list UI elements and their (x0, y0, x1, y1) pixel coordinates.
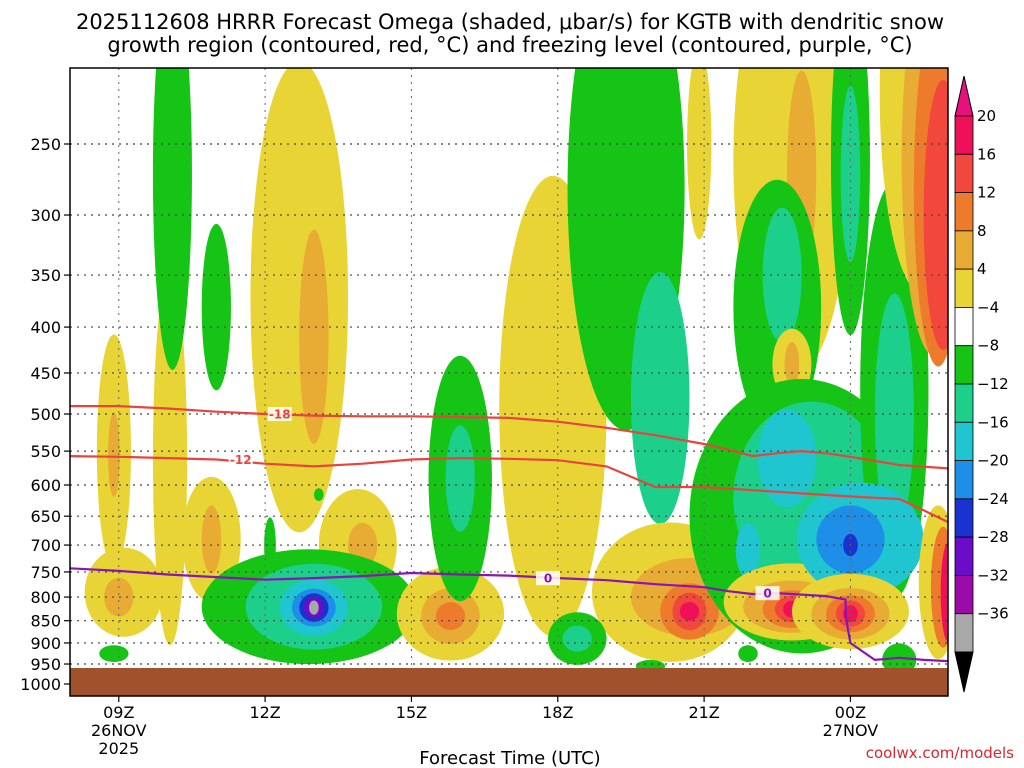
colorbar-bin-10 (954, 498, 974, 538)
colorbar-bin-12 (954, 575, 974, 615)
colorbar-label-13: −36 (977, 605, 1009, 623)
y-tick-label-450: 450 (30, 364, 61, 383)
omega-blob-35 (679, 602, 700, 621)
colorbar-bin-11 (954, 536, 974, 576)
omega-blob-9 (201, 505, 222, 574)
omega-blob-27 (445, 425, 475, 532)
y-tick-label-300: 300 (30, 206, 61, 225)
colorbar-label-5: −4 (977, 298, 999, 316)
colorbar-label-6: −8 (977, 337, 999, 355)
omega-blob-75 (738, 645, 758, 663)
colorbar-label-10: −24 (977, 490, 1009, 508)
omega-blob-44 (784, 342, 800, 387)
contour-label-0: -18 (269, 408, 291, 422)
omega-blob-48 (735, 523, 761, 579)
omega-blob-13 (313, 488, 324, 501)
y-tick-label-800: 800 (30, 588, 61, 607)
x-tick-label-21Z: 21Z (688, 703, 719, 722)
colorbar-bin-3 (954, 230, 974, 270)
x-tick-label-15Z: 15Z (396, 703, 427, 722)
x-year-label-09Z: 2025 (98, 739, 139, 758)
contour-label-bg-1 (228, 452, 253, 467)
colorbar-bin-4 (954, 268, 974, 308)
y-tick-label-850: 850 (30, 612, 61, 631)
omega-field (84, 68, 948, 677)
colorbar-bin-0 (954, 115, 974, 155)
x-tick-label-12Z: 12Z (249, 703, 280, 722)
colorbar-label-2: 12 (977, 184, 996, 202)
omega-blob-30 (630, 272, 690, 525)
x-tick-label-00Z: 00Z (835, 703, 866, 722)
x-tick-label-09Z: 09Z (103, 703, 134, 722)
x-axis-label: Forecast Time (UTC) (419, 748, 600, 768)
colorbar-bin-9 (954, 460, 974, 500)
y-tick-label-350: 350 (30, 266, 61, 285)
omega-blob-38 (687, 68, 712, 240)
contour-label-bg-0 (267, 407, 292, 421)
omega-blob-37 (562, 625, 592, 652)
colorbar-label-1: 16 (977, 145, 996, 163)
contour-freezing-level (70, 567, 948, 663)
colorbar-label-4: 4 (977, 260, 987, 278)
contour-label-2: 0 (544, 572, 552, 586)
colorbar-bottom-arrow (954, 651, 974, 693)
colorbar: 20 16 12 8 4 −4 −8 −12 −16 −20 −24 −28 −32 −36 (954, 75, 1009, 693)
omega-blob-22 (309, 600, 319, 615)
y-tick-label-600: 600 (30, 476, 61, 495)
plot-frame (69, 67, 949, 697)
y-tick-label-650: 650 (30, 507, 61, 526)
omega-blob-7 (99, 645, 129, 663)
colorbar-bin-1 (954, 153, 974, 193)
y-tick-label-750: 750 (30, 563, 61, 582)
colorbar-bin-7 (954, 383, 974, 423)
colorbar-label-0: 20 (977, 107, 996, 125)
omega-blob-64 (923, 80, 948, 350)
x-date-label-00Z: 27NOV (823, 721, 879, 740)
credit-text: coolwx.com/models (866, 744, 1014, 762)
chart-title-line2: growth region (contoured, red, °C) and f… (107, 33, 912, 57)
colorbar-label-7: −12 (977, 375, 1009, 393)
y-tick-label-950: 950 (30, 655, 61, 674)
omega-blob-47 (757, 409, 817, 508)
omega-blob-6 (104, 577, 134, 617)
colorbar-label-12: −32 (977, 566, 1009, 584)
omega-blob-72 (940, 542, 948, 642)
y-axis: 250 300 350 400 450 500 550 600 650 700 750 800 850 9… (20, 135, 70, 694)
colorbar-bin-13 (954, 613, 974, 653)
x-date-label-09Z: 26NOV (91, 721, 147, 740)
y-tick-label-1000: 1000 (20, 675, 61, 694)
omega-blob-57 (874, 293, 914, 535)
colorbar-bin-5 (954, 307, 974, 347)
colorbar-label-9: −20 (977, 452, 1009, 470)
colorbar-top-arrow (954, 75, 974, 117)
omega-blob-11 (299, 229, 329, 444)
contour-lines: -18 -12 0 0 (70, 405, 948, 663)
colorbar-label-8: −16 (977, 413, 1009, 431)
contour-label-3: 0 (763, 587, 771, 601)
contour-dgz-minus-18 (70, 405, 948, 470)
contour-label-1: -12 (230, 453, 252, 467)
y-tick-label-550: 550 (30, 442, 61, 461)
omega-blob-2 (201, 223, 231, 391)
colorbar-bin-2 (954, 192, 974, 232)
contour-label-bg-2 (536, 571, 561, 586)
omega-blob-42 (762, 207, 802, 343)
y-tick-label-250: 250 (30, 135, 61, 154)
y-tick-label-900: 900 (30, 634, 61, 653)
ground-surface (70, 668, 948, 696)
colorbar-bin-6 (954, 345, 974, 385)
y-tick-label-500: 500 (30, 405, 61, 424)
y-tick-label-700: 700 (30, 536, 61, 555)
colorbar-label-3: 8 (977, 222, 987, 240)
colorbar-label-11: −28 (977, 528, 1009, 546)
y-tick-label-400: 400 (30, 318, 61, 337)
chart-title-line1: 2025112608 HRRR Forecast Omega (shaded, … (76, 10, 944, 34)
omega-blob-25 (435, 602, 466, 631)
contour-label-bg-3 (755, 586, 780, 601)
colorbar-bin-8 (954, 421, 974, 461)
x-tick-label-18Z: 18Z (542, 703, 573, 722)
omega-blob-4 (108, 412, 120, 497)
